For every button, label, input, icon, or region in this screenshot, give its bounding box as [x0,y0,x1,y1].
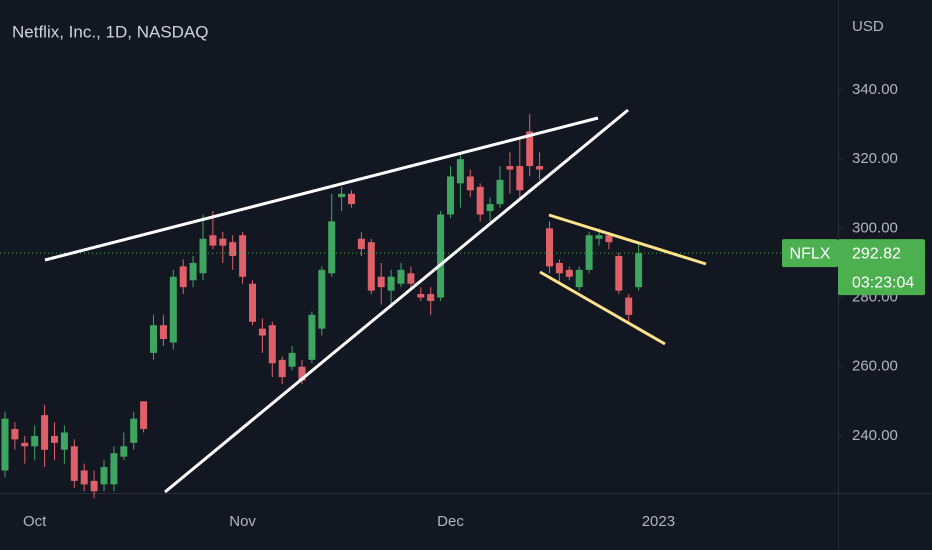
y-tick-label: 240.00 [852,427,898,444]
candle-body [615,256,623,291]
candle-body [11,428,19,440]
trend-line [44,116,599,262]
trend-line [164,108,629,494]
candle-body [585,235,593,270]
price-box [838,239,925,296]
candle-body [338,193,346,198]
candle-body [427,294,435,301]
candle-body [447,176,454,215]
price-label: 292.82 [852,245,901,262]
candle-body [278,359,286,378]
candle-body [476,186,484,215]
candle-body [565,269,573,277]
candle-body [575,269,583,288]
candle-body [506,166,514,170]
candle-body [1,418,9,471]
candle-body [407,273,415,284]
candle-body [348,193,355,205]
candle-body [308,314,316,360]
candle-body [397,269,405,284]
x-tick-label: Oct [23,513,47,530]
candle-body [80,470,88,485]
candle-body [595,235,603,239]
candle-body [199,238,207,274]
candle-body [150,325,157,353]
candle-body [120,446,128,457]
x-tick-label: 2023 [642,513,675,530]
candle-body [605,235,613,243]
y-tick-label: 260.00 [852,358,898,375]
candle-body [209,235,217,246]
candle-body [635,253,643,288]
y-tick-label: 300.00 [852,219,898,236]
candle-body [466,176,474,191]
candle-body [357,238,365,250]
candle-body [555,262,563,274]
candle-body [367,242,375,291]
candle-body [70,446,78,481]
candle-body [130,418,138,443]
candle-body [219,238,227,246]
candle-body [387,276,395,291]
candle-body [100,467,108,485]
x-tick-label: Dec [437,513,464,530]
candle-body [140,401,148,429]
candle-body [268,325,276,364]
candle-body [189,262,197,281]
candle-body [516,166,524,191]
chart-title: Netflix, Inc., 1D, NASDAQ [12,22,209,41]
candle-body [169,276,177,343]
candle-body [31,435,39,447]
candle-body [546,228,553,267]
candle-body [179,266,187,288]
candle-body [486,204,494,212]
candle-body [239,235,247,277]
candle-body [496,179,504,205]
candle-body [229,242,237,257]
candle-body [377,276,385,288]
y-tick-label: 340.00 [852,81,898,98]
last-price-badge: NFLX 292.82 03:23:04 [782,239,925,296]
candle-body [526,131,534,167]
candle-body [625,297,633,315]
candle-body [417,294,425,298]
candle-body [288,352,296,367]
drawings [44,108,707,494]
y-tick-label: 320.00 [852,150,898,167]
candle-body [51,435,58,443]
candle-body [318,269,326,329]
channel-line [539,270,666,346]
candle-body [110,453,118,485]
countdown-label: 03:23:04 [852,274,914,291]
candle-body [456,159,464,184]
symbol-label: NFLX [790,245,831,262]
candle-body [159,325,167,340]
candle-body [328,221,336,274]
candle-body [298,366,306,381]
plot-area [0,114,838,499]
x-tick-label: Nov [229,513,256,530]
candle-body [41,415,49,450]
candle-body [90,480,98,492]
candle-body [249,283,256,322]
candle-body [258,328,266,336]
candle-body [437,214,445,298]
candle-body [60,432,68,450]
candle-body [21,442,29,447]
price-axis-unit: USD [852,18,884,35]
symbol-box [782,239,838,268]
candle-body [536,166,544,170]
channel-line [548,213,707,266]
